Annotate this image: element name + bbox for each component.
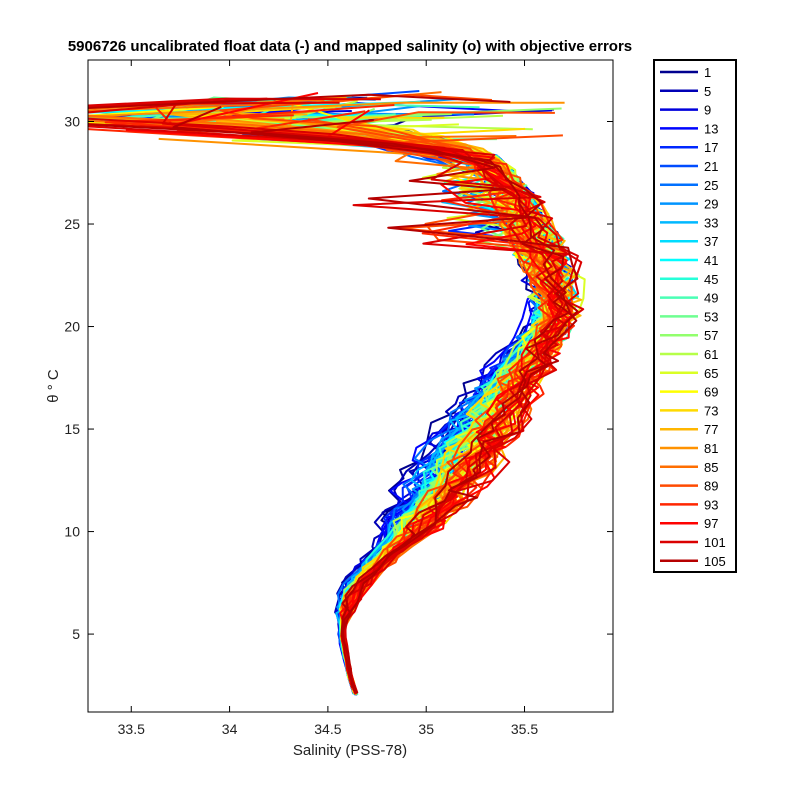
axes-frame <box>87 59 614 713</box>
legend-label: 73 <box>704 403 718 418</box>
y-tick-label: 30 <box>64 114 80 130</box>
y-tick-label: 5 <box>72 626 80 642</box>
legend-label: 45 <box>704 272 718 287</box>
y-tick-label: 15 <box>64 421 80 437</box>
legend-label: 105 <box>704 554 726 569</box>
legend-label: 37 <box>704 234 718 249</box>
legend-label: 21 <box>704 159 718 174</box>
chart-title: 5906726 uncalibrated float data (-) and … <box>68 38 632 55</box>
legend-label: 65 <box>704 366 718 381</box>
legend-label: 53 <box>704 309 718 324</box>
legend-label: 33 <box>704 215 718 230</box>
x-tick-label: 33.5 <box>118 721 145 737</box>
legend-label: 17 <box>704 140 718 155</box>
legend: 1 5 9 13 17 21 25 29 33 37 41 45 49 53 57 61 65 69 73 77 81 8… <box>653 59 737 573</box>
y-axis-label: θ ° C <box>45 369 62 403</box>
legend-label: 9 <box>704 103 711 118</box>
legend-label: 81 <box>704 441 718 456</box>
legend-label: 89 <box>704 479 718 494</box>
legend-label: 77 <box>704 422 718 437</box>
x-axis-label: Salinity (PSS-78) <box>293 742 407 759</box>
profile-line <box>250 119 579 694</box>
legend-label: 93 <box>704 497 718 512</box>
profile-line <box>172 105 578 694</box>
legend-label: 49 <box>704 291 718 306</box>
legend-label: 13 <box>704 121 718 136</box>
legend-label: 61 <box>704 347 718 362</box>
x-tick-label: 34.5 <box>314 721 341 737</box>
x-axis: 33.5 34 34.5 35 35.5 <box>118 60 538 737</box>
profile-line <box>88 93 571 692</box>
legend-label: 85 <box>704 460 718 475</box>
legend-label: 97 <box>704 516 718 531</box>
x-tick-label: 35.5 <box>511 721 538 737</box>
y-tick-label: 10 <box>64 524 80 540</box>
profile-line <box>88 97 569 694</box>
legend-label: 69 <box>704 385 718 400</box>
legend-items: 1 5 9 13 17 21 25 29 33 37 41 45 49 53 57 61 65 69 73 77 81 8… <box>660 65 726 569</box>
legend-label: 41 <box>704 253 718 268</box>
legend-label: 5 <box>704 84 711 99</box>
x-tick-label: 34 <box>222 721 238 737</box>
y-axis: 5 10 15 20 25 30 <box>64 114 613 642</box>
legend-label: 1 <box>704 65 711 80</box>
x-tick-label: 35 <box>418 721 434 737</box>
legend-label: 57 <box>704 328 718 343</box>
y-tick-label: 25 <box>64 216 80 232</box>
series-layer <box>88 90 586 696</box>
plot-area: 33.5 34 34.5 35 35.5 5 10 15 20 25 30 <box>64 59 614 737</box>
legend-label: 101 <box>704 535 726 550</box>
y-tick-label: 20 <box>64 319 80 335</box>
legend-label: 29 <box>704 197 718 212</box>
legend-label: 25 <box>704 178 718 193</box>
